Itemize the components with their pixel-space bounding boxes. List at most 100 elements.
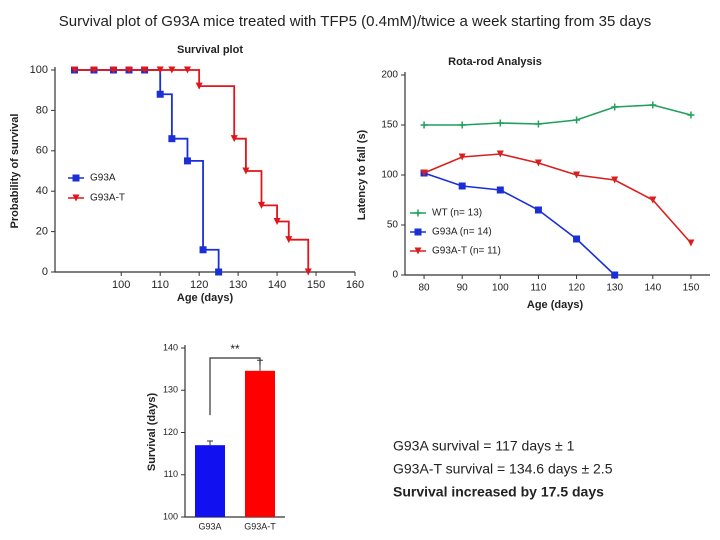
legend-label: G93A-T [90,193,125,204]
y-tick-label: 130 [163,385,178,395]
x-tick-label: 140 [644,283,661,294]
point [156,66,164,74]
x-tick-label: 150 [307,279,325,291]
point [125,66,133,74]
x-axis-label: Age (days) [177,292,234,304]
x-tick-label: 80 [419,283,431,294]
point [199,246,207,254]
point [611,103,619,111]
point [195,82,203,90]
point [109,66,117,74]
step-segment [187,69,201,87]
summary-line: G93A-T survival = 134.6 days ± 2.5 [393,461,613,477]
point [573,235,581,243]
x-tick-label: 160 [346,279,364,291]
summary-line: G93A survival = 117 days ± 1 [393,438,575,454]
y-tick-label: 100 [30,64,48,76]
axis-line [404,72,710,276]
legend-label: G93A (n= 14) [432,227,492,238]
step-segment [144,69,162,95]
point [534,159,542,167]
point [230,135,238,143]
error-bar [207,440,213,446]
series-line [423,153,692,244]
point [649,196,657,204]
point [496,150,504,158]
x-tick-label: 140 [268,279,286,291]
point [496,119,504,127]
legend-label: G93A-T (n= 11) [432,246,501,257]
point [534,120,542,128]
y-tick-label: 200 [381,70,398,81]
point [304,268,312,276]
legend-label: G93A [90,173,116,184]
y-tick-label: 100 [163,511,178,521]
step-segment [203,248,220,272]
point [70,66,78,74]
point [141,66,149,74]
point [611,176,619,184]
point [90,66,98,74]
point [420,121,428,129]
y-tick-label: 0 [42,266,48,278]
series-line [424,104,692,126]
x-tick-label: 110 [151,279,169,291]
step-segment [199,85,236,139]
point [496,186,504,194]
point [458,121,466,129]
chart-title: Survival plot [177,44,243,56]
y-tick-label: 20 [36,226,48,238]
point [458,182,466,190]
y-tick-label: 100 [381,170,398,181]
y-tick-label: 140 [163,342,178,352]
series-line [423,172,616,276]
bar [195,445,225,517]
point [168,66,176,74]
summary-line: Survival increased by 17.5 days [393,484,604,500]
step-segment [234,137,247,171]
legend-marker [72,194,80,202]
x-tick-label: G93A-T [244,521,276,531]
point [611,271,619,279]
point [649,101,657,109]
annotation: ** [230,342,240,356]
point [285,236,293,244]
step-segment [288,238,310,272]
slide-title: Survival plot of G93A mice treated with … [59,13,651,30]
x-tick-label: 120 [568,283,585,294]
point [573,171,581,179]
y-axis-label: Latency to fall (s) [356,129,368,220]
y-tick-label: 110 [164,469,178,479]
y-axis-label: Survival (days) [146,393,158,472]
axis-line [54,67,355,273]
x-tick-label: 120 [190,279,208,291]
x-tick-label: 150 [683,283,700,294]
x-tick-label: G93A [198,521,221,531]
step-segment [160,93,173,139]
legend-label: WT (n= 13) [432,208,482,219]
step-segment [187,160,204,250]
step-segment [277,220,290,240]
point [183,157,191,165]
y-tick-label: 40 [36,185,48,197]
x-tick-label: 100 [492,283,509,294]
significance-bracket [209,357,261,416]
y-axis-label: Probability of survival [9,114,21,229]
y-tick-label: 60 [36,145,48,157]
point [257,201,265,209]
x-tick-label: 110 [530,283,546,294]
point [183,66,191,74]
step-segment [245,170,263,206]
point [573,116,581,124]
point [168,135,176,143]
point [420,169,428,177]
legend-marker [414,247,422,255]
step-segment [171,137,189,161]
point [273,218,281,225]
legend-marker [72,174,80,182]
point [687,239,695,247]
x-tick-label: 130 [229,279,247,291]
x-tick-label: 90 [457,283,469,294]
y-tick-label: 0 [392,270,398,281]
